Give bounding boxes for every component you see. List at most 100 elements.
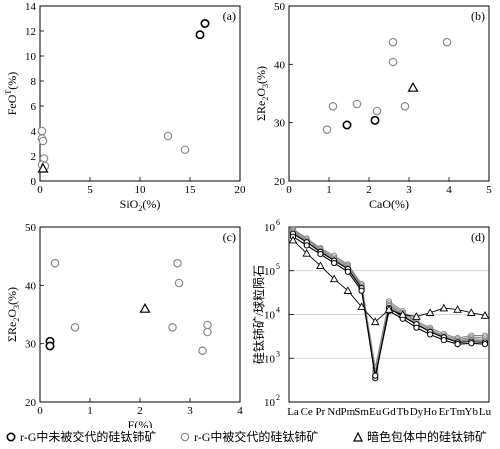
data-point-series2 <box>322 125 332 134</box>
x-tick-label: 1 <box>87 405 93 417</box>
data-point-series1 <box>342 120 352 130</box>
data-point-series3 <box>357 302 366 311</box>
data-point-series1 <box>468 340 475 347</box>
x-category-label: Yb <box>465 406 479 418</box>
data-point-series1 <box>303 242 310 249</box>
x-tick-label: 0 <box>286 184 292 196</box>
plot-frame <box>39 5 241 182</box>
y-tick-label: 0 <box>31 176 37 188</box>
y-tick-label: 10 <box>264 222 276 234</box>
data-point-series3 <box>398 310 407 318</box>
y-tick-label: 40 <box>274 59 286 71</box>
data-point-series1 <box>344 268 351 275</box>
x-category-label: Tm <box>450 406 466 418</box>
panel-b: 0 1 2 3 4 5 20 30 40 50 CaO(%) ΣRe2O3(%) (b) <box>254 1 492 211</box>
data-point-series3 <box>302 248 311 257</box>
x-tick-label: 20 <box>235 184 247 196</box>
data-point-series1 <box>440 336 447 344</box>
x-tick-label: 5 <box>486 184 492 196</box>
y-tick-label: 2 <box>31 151 37 163</box>
x-category-label: Ce <box>301 406 313 418</box>
x-category-label: Pm <box>341 406 356 418</box>
x-category-label: Er <box>439 406 450 418</box>
x-category-label: Tb <box>397 406 410 418</box>
data-point-series2 <box>372 106 382 116</box>
y-tick-label: 30 <box>274 118 286 130</box>
x-tick-label: 10 <box>135 184 147 196</box>
x-tick-label: 5 <box>87 184 93 196</box>
x-tick-label: 1 <box>326 184 332 196</box>
legend-label-series1: r-G中未被交代的硅钛铈矿 <box>20 430 157 444</box>
data-point-series1 <box>372 372 379 379</box>
data-point-series1 <box>481 341 489 348</box>
legend: r-G中未被交代的硅钛铈矿 r-G中被交代的硅钛铈矿 暗色包体中的硅钛铈矿 <box>0 426 500 448</box>
legend-marker-series1 <box>6 432 16 442</box>
y-tick-label: 12 <box>25 26 36 38</box>
panel-label: (b) <box>471 9 485 23</box>
y-tick-label: 10 <box>264 353 276 365</box>
x-category-label: Sm <box>354 406 369 418</box>
data-point-series1 <box>413 324 420 331</box>
data-point-series2 <box>168 323 177 332</box>
data-point-series1 <box>200 18 210 28</box>
data-point-series1 <box>454 341 461 348</box>
x-category-label: Pr <box>316 406 326 418</box>
y-tick-label: 6 <box>31 101 37 113</box>
y-tick-label: 14 <box>25 1 37 13</box>
legend-item-series1: r-G中未被交代的硅钛铈矿 <box>6 428 156 445</box>
data-point-series3 <box>425 308 435 316</box>
y-axis-label: ΣRe2O3(%) <box>5 287 21 342</box>
panel-label: (a) <box>223 9 236 23</box>
data-point-series3 <box>453 305 462 313</box>
data-point-series3 <box>37 162 49 173</box>
x-category-label: Gd <box>382 406 396 418</box>
data-point-series3 <box>316 261 325 270</box>
x-axis-label: F(%) <box>128 418 153 428</box>
x-category-label: Dy <box>410 406 424 418</box>
panel-label: (c) <box>223 230 236 244</box>
x-category-label: Ho <box>423 406 437 418</box>
data-point-series2 <box>352 99 362 109</box>
x-tick-label: 3 <box>406 184 412 196</box>
x-category-label: La <box>287 406 299 418</box>
data-point-series3 <box>288 235 298 244</box>
y-tick-exponent: 4 <box>276 306 280 315</box>
y-tick-label: 8 <box>31 76 37 88</box>
data-point-series1 <box>427 331 434 338</box>
x-category-label: Eu <box>369 406 382 418</box>
data-point-series2 <box>198 346 207 355</box>
y-tick-label: 30 <box>25 339 37 351</box>
x-tick-label: 2 <box>137 405 143 417</box>
y-tick-label: 10 <box>25 51 37 63</box>
legend-label-series3: 暗色包体中的硅钛铈矿 <box>367 430 488 444</box>
x-tick-label: 4 <box>237 405 243 417</box>
x-tick-label: 2 <box>366 184 372 196</box>
y-tick-label: 50 <box>25 222 37 234</box>
data-point-series3 <box>480 311 490 319</box>
y-tick-label: 50 <box>274 1 286 13</box>
plot-frame <box>39 226 241 403</box>
y-axis-label: ΣRe2O3(%) <box>254 66 270 121</box>
x-tick-label: 0 <box>37 184 43 196</box>
x-category-label: Lu <box>479 406 492 418</box>
y-tick-exponent: 5 <box>276 262 280 271</box>
x-tick-label: 0 <box>37 405 43 417</box>
legend-label-series2: r-G中被交代的硅钛铈矿 <box>194 430 319 444</box>
data-point-series2 <box>173 258 182 268</box>
data-point-series3 <box>407 81 419 92</box>
data-point-series2 <box>174 278 184 288</box>
y-tick-label: 4 <box>31 126 37 138</box>
data-point-series3 <box>467 308 476 316</box>
data-point-series2 <box>442 37 452 47</box>
data-point-series2 <box>37 126 47 136</box>
data-point-series1 <box>358 287 365 294</box>
y-tick-label: 10 <box>264 266 276 278</box>
data-point-series2 <box>70 323 80 332</box>
data-point-series1 <box>45 341 55 351</box>
y-axis-label: 硅钛铈矿/球粒陨石 <box>251 265 266 364</box>
legend-marker-series3 <box>353 431 363 442</box>
data-point-series2 <box>50 258 60 268</box>
legend-marker-series2 <box>180 432 190 442</box>
legend-item-series3: 暗色包体中的硅钛铈矿 <box>353 428 487 445</box>
plot-frame <box>288 226 490 403</box>
